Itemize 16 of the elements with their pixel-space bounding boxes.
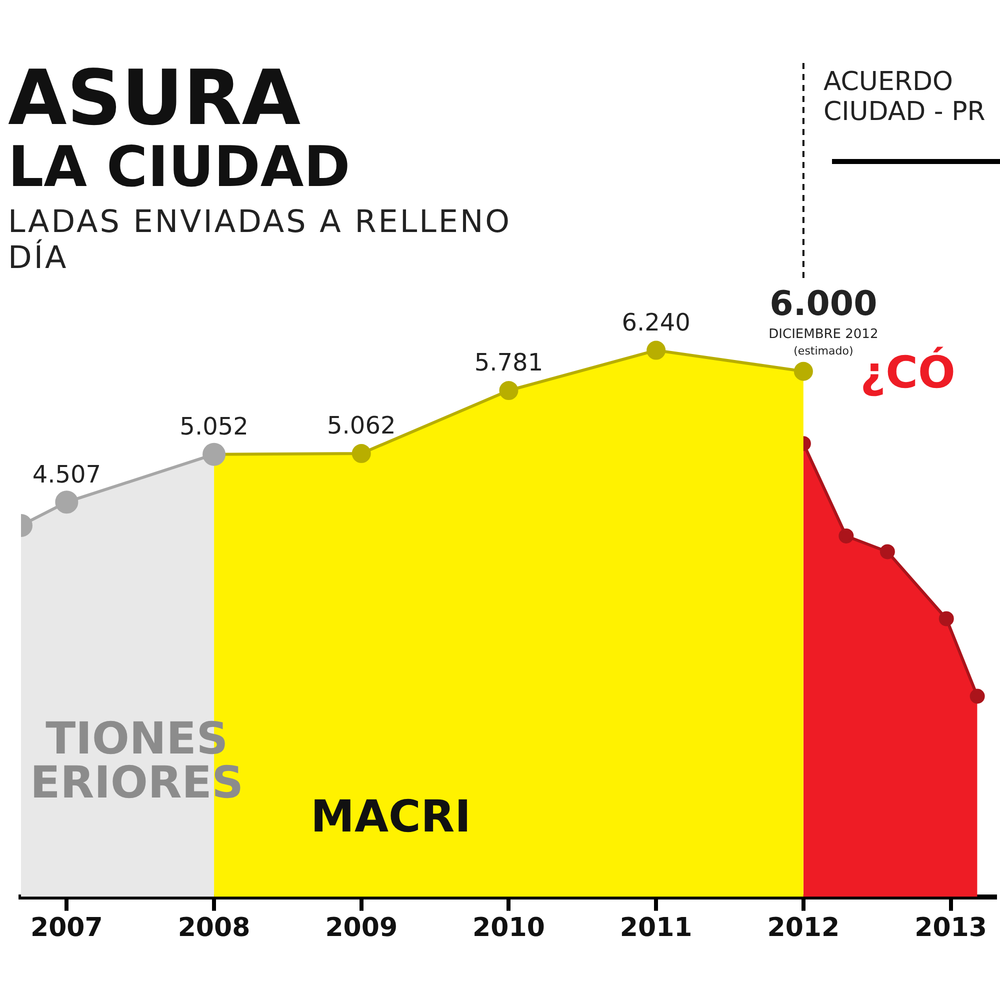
- x-tick-label: 2010: [472, 913, 545, 944]
- data-label: 6.000: [770, 284, 878, 324]
- x-tick-label: 2007: [30, 913, 103, 944]
- data-label: 5.052: [180, 412, 248, 441]
- data-label: 5.781: [474, 348, 544, 377]
- x-tick-label: 2008: [178, 913, 250, 944]
- text: LADAS ENVIADAS A RELLENO DÍA: [8, 204, 512, 276]
- ref-line-label: ACUERDO CIUDAD - PR: [823, 66, 986, 127]
- x-tick-label: 2009: [325, 913, 398, 944]
- x-tick-label: 2011: [620, 913, 692, 944]
- series-label: MACRI: [310, 792, 472, 843]
- x-tick-label: 2013: [914, 913, 987, 944]
- data-label: 4.507: [32, 460, 102, 488]
- data-label: 5.062: [327, 412, 396, 440]
- x-tick-label: 2012: [767, 913, 840, 944]
- data-label: 6.240: [622, 308, 690, 337]
